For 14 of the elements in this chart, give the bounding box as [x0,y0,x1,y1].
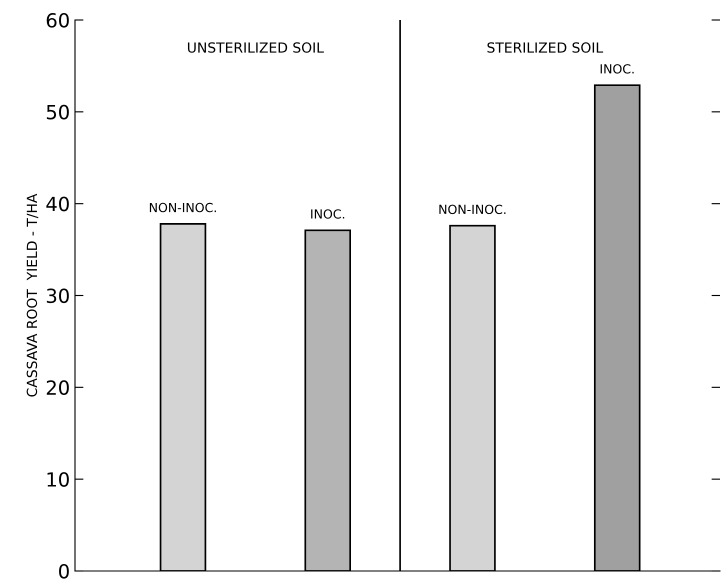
y-tick-label: 40 [46,196,69,212]
y-tick-label: 50 [46,104,69,120]
annotation: UNSTERILIZED SOIL [188,42,324,53]
y-tick-label: 10 [48,472,69,487]
y-tick-label: 60 [46,12,69,28]
x-tick-label: INOC. [600,64,634,74]
y-axis-title: CASSAVA ROOT YIELD - T/HA [26,194,38,397]
y-tick-label: 30 [46,288,69,304]
y-tick-label: 0 [59,564,69,579]
annotation: STERILIZED SOIL [487,42,604,53]
x-tick-label: NON-INOC. [439,204,506,214]
x-tick-label: INOC. [311,209,344,219]
y-tick-label: 20 [46,380,69,395]
x-tick-label: NON-INOC. [150,202,216,212]
